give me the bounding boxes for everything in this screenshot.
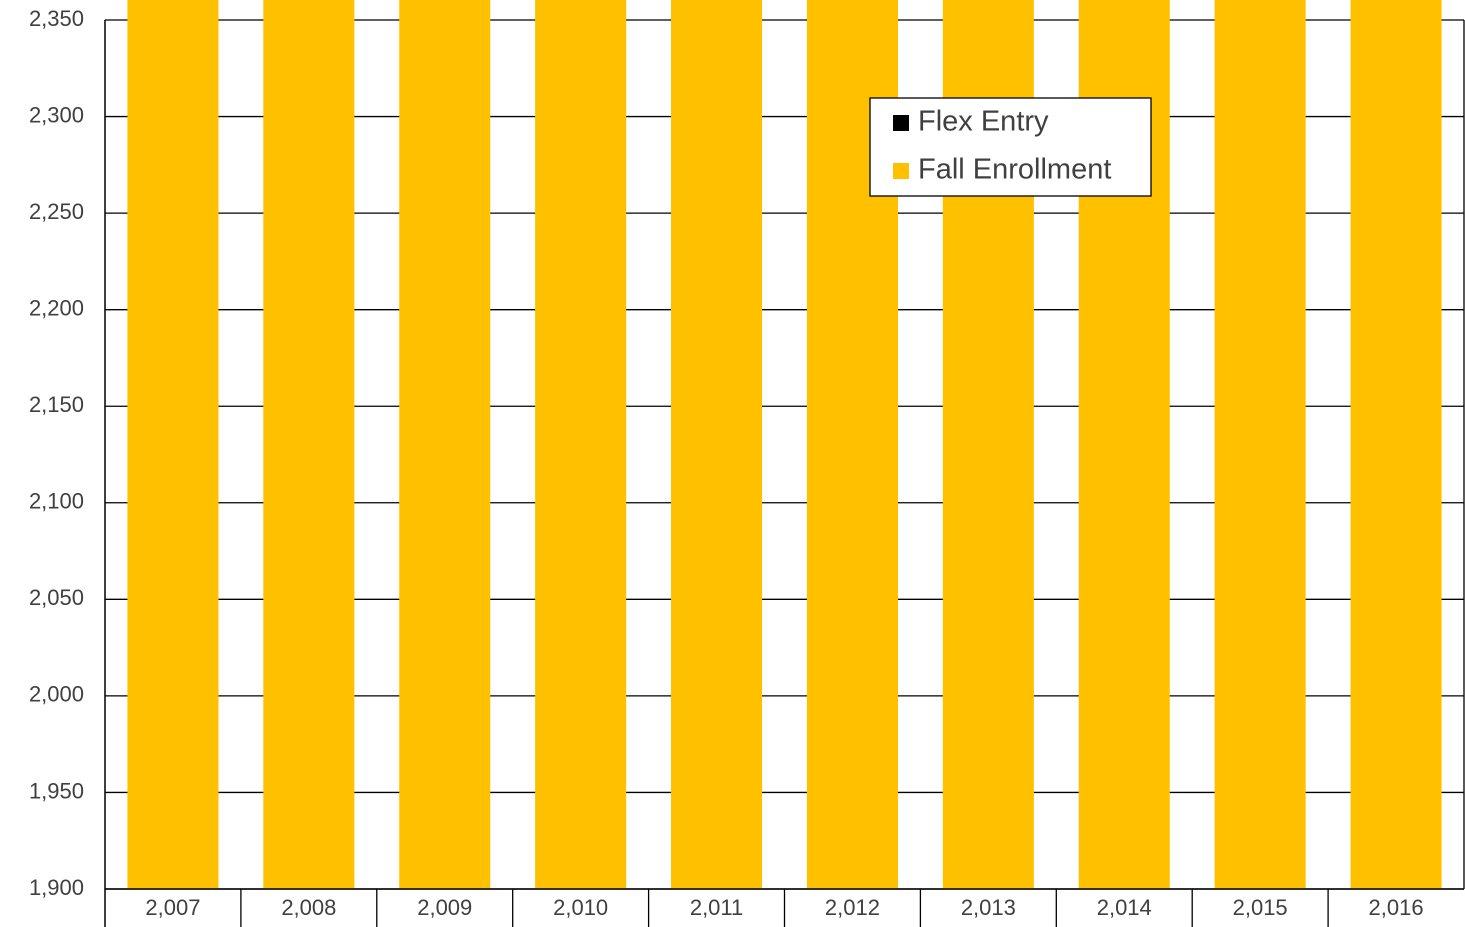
- y-tick-label: 2,050: [29, 585, 84, 610]
- x-tick-label: 2,014: [1097, 895, 1152, 920]
- y-tick-label: 2,250: [29, 199, 84, 224]
- x-tick-label: 2,016: [1369, 895, 1424, 920]
- legend-label: Fall Enrollment: [918, 154, 1111, 186]
- y-tick-label: 1,950: [29, 778, 84, 803]
- x-tick-label: 2,009: [417, 895, 472, 920]
- y-tick-label: 2,200: [29, 295, 84, 320]
- y-tick-label: 2,000: [29, 682, 84, 707]
- bar-segment: [399, 0, 491, 889]
- x-tick-label: 2,011: [690, 895, 743, 920]
- y-tick-label: 1,900: [29, 875, 84, 900]
- bar-segment: [1214, 0, 1306, 889]
- x-tick-label: 2,008: [281, 895, 336, 920]
- x-tick-label: 2,013: [961, 895, 1016, 920]
- bar-segment: [263, 0, 355, 889]
- legend-label: Flex Entry: [918, 106, 1049, 138]
- y-tick-label: 2,350: [29, 6, 84, 31]
- y-tick-label: 2,100: [29, 489, 84, 514]
- x-tick-label: 2,012: [825, 895, 880, 920]
- x-tick-label: 2,007: [145, 895, 200, 920]
- y-tick-label: 2,300: [29, 102, 84, 127]
- bar-segment: [535, 0, 627, 889]
- bar-segment: [1350, 0, 1442, 889]
- y-tick-label: 2,150: [29, 392, 84, 417]
- x-tick-label: 2,015: [1233, 895, 1288, 920]
- bar-segment: [671, 0, 763, 889]
- legend-swatch: [893, 115, 909, 131]
- x-tick-label: 2,010: [553, 895, 608, 920]
- legend-swatch: [893, 163, 909, 179]
- bar-segment: [127, 0, 219, 889]
- legend-box: [869, 97, 1152, 197]
